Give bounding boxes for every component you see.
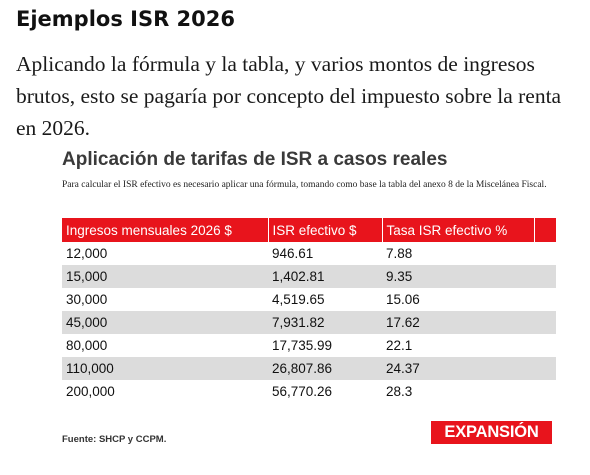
cell-tasa: 28.3 xyxy=(382,380,534,403)
cell-isr: 26,807.86 xyxy=(268,357,382,380)
cell-ingresos: 80,000 xyxy=(62,334,268,357)
cell-ingresos: 200,000 xyxy=(62,380,268,403)
column-header-ingresos: Ingresos mensuales 2026 $ xyxy=(62,218,269,242)
table-row: 15,000 1,402.81 9.35 xyxy=(62,265,556,288)
cell-spacer xyxy=(534,380,556,403)
cell-spacer xyxy=(534,288,556,311)
cell-isr: 946.61 xyxy=(268,242,382,265)
table-row: 80,000 17,735.99 22.1 xyxy=(62,334,556,357)
cell-isr: 56,770.26 xyxy=(268,380,382,403)
cell-tasa: 7.88 xyxy=(382,242,534,265)
cell-spacer xyxy=(534,334,556,357)
cell-isr: 1,402.81 xyxy=(268,265,382,288)
section-heading: Ejemplos ISR 2026 xyxy=(16,7,236,31)
table-header-row: Ingresos mensuales 2026 $ ISR efectivo $… xyxy=(62,218,556,242)
table-row: 200,000 56,770.26 28.3 xyxy=(62,380,556,403)
column-header-tasa: Tasa ISR efectivo % xyxy=(382,218,535,242)
cell-spacer xyxy=(534,242,556,265)
cell-ingresos: 110,000 xyxy=(62,357,268,380)
column-header-isr: ISR efectivo $ xyxy=(268,218,383,242)
table-body: 12,000 946.61 7.88 15,000 1,402.81 9.35 30,000… xyxy=(62,242,556,403)
cell-isr: 7,931.82 xyxy=(268,311,382,334)
table-row: 30,000 4,519.65 15.06 xyxy=(62,288,556,311)
source-note: Fuente: SHCP y CCPM. xyxy=(62,434,167,445)
cell-spacer xyxy=(534,311,556,334)
table-row: 45,000 7,931.82 17.62 xyxy=(62,311,556,334)
infographic-title: Aplicación de tarifas de ISR a casos rea… xyxy=(62,149,448,170)
cell-tasa: 9.35 xyxy=(382,265,534,288)
cell-spacer xyxy=(534,357,556,380)
cell-tasa: 15.06 xyxy=(382,288,534,311)
table-row: 110,000 26,807.86 24.37 xyxy=(62,357,556,380)
cell-tasa: 17.62 xyxy=(382,311,534,334)
intro-paragraph: Aplicando la fórmula y la tabla, y vario… xyxy=(16,52,562,140)
column-header-spacer xyxy=(534,218,556,242)
cell-spacer xyxy=(534,265,556,288)
cell-isr: 17,735.99 xyxy=(268,334,382,357)
cell-tasa: 22.1 xyxy=(382,334,534,357)
expansion-logo: EXPANSIÓN xyxy=(431,421,552,444)
cell-isr: 4,519.65 xyxy=(268,288,382,311)
cell-tasa: 24.37 xyxy=(382,357,534,380)
cell-ingresos: 45,000 xyxy=(62,311,268,334)
cell-ingresos: 30,000 xyxy=(62,288,268,311)
infographic-subtitle: Para calcular el ISR efectivo es necesar… xyxy=(62,180,547,190)
cell-ingresos: 12,000 xyxy=(62,242,268,265)
isr-table: Ingresos mensuales 2026 $ ISR efectivo $… xyxy=(62,218,556,403)
cell-ingresos: 15,000 xyxy=(62,265,268,288)
table-row: 12,000 946.61 7.88 xyxy=(62,242,556,265)
